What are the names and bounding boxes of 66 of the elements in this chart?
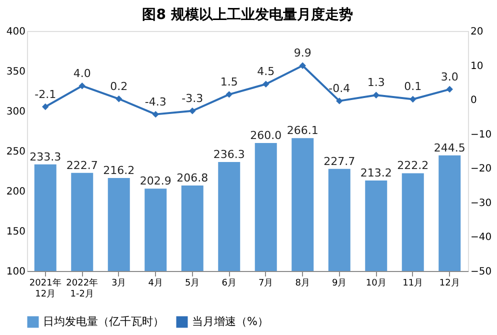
- x-tick-label: 6月: [222, 278, 236, 288]
- data-label: 1.3: [367, 76, 385, 90]
- y2-tick-label: 10: [470, 60, 484, 72]
- data-label: 9.9: [294, 46, 312, 60]
- point: [372, 92, 380, 98]
- data-label: 4.5: [257, 65, 275, 78]
- y-tick-label: 150: [6, 226, 26, 238]
- data-label: 0.1: [404, 80, 422, 94]
- y-tick-label: 250: [6, 146, 26, 158]
- y2-tick-label: −20: [470, 164, 492, 175]
- x-tick-label: 9月: [332, 278, 347, 288]
- y-tick-label: 400: [6, 26, 26, 38]
- data-label: 216.2: [103, 164, 135, 178]
- data-label: 227.7: [324, 154, 356, 168]
- x-tick-label: 2022年 1-2月: [66, 278, 98, 300]
- x-tick-label: 11月: [402, 278, 424, 288]
- point: [42, 103, 49, 110]
- y-tick-label: 300: [6, 106, 26, 118]
- data-label: 0.2: [110, 80, 128, 93]
- point: [78, 82, 86, 90]
- y-tick-label: 200: [6, 186, 26, 198]
- data-label: -4.3: [144, 95, 166, 108]
- point: [116, 96, 122, 102]
- y2-tick-label: 20: [470, 26, 484, 38]
- x-tick-label: 2021年 12月: [29, 278, 62, 300]
- y2-tick-label: −40: [470, 232, 492, 244]
- point: [226, 91, 232, 98]
- point: [446, 86, 453, 93]
- y-tick-label: 350: [6, 66, 26, 78]
- data-label: 222.7: [66, 158, 98, 172]
- data-label: -2.1: [34, 88, 56, 101]
- data-label: 1.5: [220, 75, 238, 88]
- point: [189, 108, 196, 114]
- y2-tick-label: −30: [470, 198, 492, 209]
- x-tick-label: 10月: [366, 278, 386, 288]
- y-tick-label: 100: [6, 266, 26, 278]
- point: [262, 80, 270, 88]
- data-label: 260.0: [250, 129, 282, 142]
- point: [152, 110, 159, 118]
- chart-title: 图8 规模以上工业发电量月度走势: [142, 6, 353, 23]
- legend-label: 日均发电量（亿千瓦时）: [43, 315, 164, 328]
- x-tick-label: 3月: [112, 278, 126, 288]
- legend-label: 当月增速（%）: [192, 315, 268, 328]
- x-tick-label: 7月: [258, 278, 274, 288]
- x-tick-label: 5月: [185, 278, 200, 288]
- data-label: 213.2: [360, 166, 392, 180]
- data-label: 233.3: [30, 150, 62, 164]
- data-label: 3.0: [440, 70, 458, 84]
- data-label: 244.5: [434, 141, 466, 154]
- data-label: 222.2: [397, 159, 429, 172]
- point: [410, 96, 416, 103]
- data-label: -3.3: [182, 92, 204, 105]
- data-label: 202.9: [140, 174, 172, 188]
- y2-tick-label: −10: [470, 129, 492, 140]
- data-label: 4.0: [73, 66, 91, 80]
- x-tick-label: 12月: [439, 278, 460, 288]
- data-label: -0.4: [328, 82, 350, 95]
- point: [299, 62, 306, 69]
- data-label: 236.3: [213, 148, 245, 161]
- y2-tick-label: −50: [470, 266, 492, 278]
- data-label: 266.1: [286, 124, 318, 138]
- data-label: 206.8: [176, 172, 208, 185]
- x-tick-label: 8月: [295, 278, 310, 288]
- y2-tick-label: 0: [470, 95, 477, 106]
- point: [336, 98, 343, 104]
- x-tick-label: 4月: [148, 278, 163, 288]
